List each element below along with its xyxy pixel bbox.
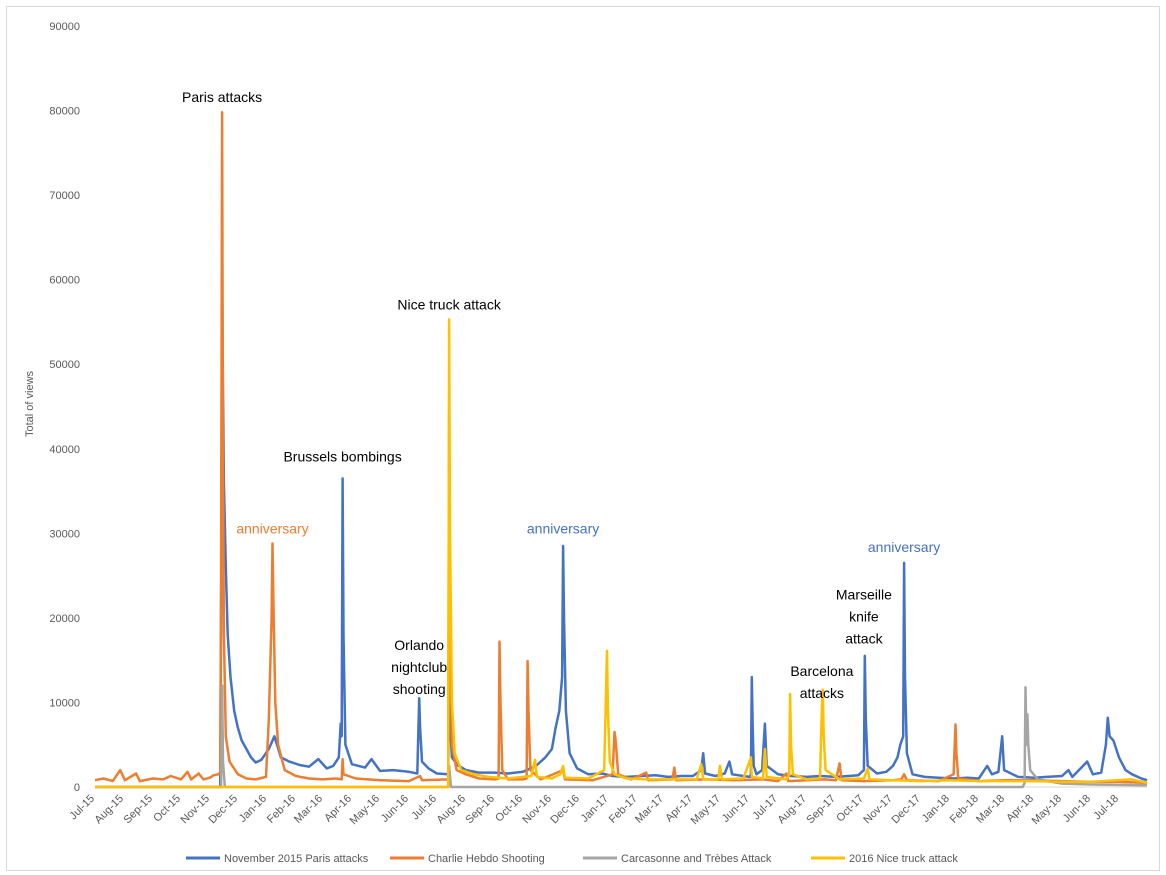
x-axis-ticks: Jul-15Aug-15Sep-15Oct-15Nov-15Dec-15Jan-…: [67, 793, 1121, 827]
series-line: [94, 110, 1148, 785]
annotation-line: Barcelona: [790, 663, 853, 679]
legend-label: 2016 Nice truck attack: [849, 853, 958, 865]
annotation-line: knife: [849, 608, 879, 624]
y-tick-label: 0: [74, 782, 80, 794]
x-tick-label: Feb-17: [607, 793, 640, 826]
annotation-line: anniversary: [236, 520, 308, 536]
x-tick-label: Aug-17: [775, 793, 809, 827]
chart-annotation: anniversary: [527, 520, 599, 536]
x-tick-label: Jan-16: [237, 793, 269, 825]
x-tick-label: Dec-17: [889, 793, 923, 827]
y-axis-label: Total of views: [24, 370, 36, 437]
y-tick-label: 70000: [49, 190, 80, 202]
x-tick-label: Oct-16: [493, 793, 525, 825]
annotation-line: shooting: [393, 681, 446, 697]
x-tick-label: Jun-17: [720, 793, 752, 825]
y-tick-label: 30000: [49, 528, 80, 540]
y-tick-label: 10000: [49, 697, 80, 709]
x-tick-label: Nov-15: [178, 793, 212, 827]
x-tick-label: Jan-17: [579, 793, 611, 825]
x-tick-label: Nov-16: [520, 793, 554, 827]
x-tick-label: Mar-17: [633, 793, 666, 826]
annotation-line: attacks: [800, 685, 844, 701]
annotation-line: anniversary: [527, 520, 599, 536]
chart-annotation: Nice truck attack: [397, 296, 501, 312]
x-tick-label: Jan-18: [920, 793, 952, 825]
y-tick-label: 90000: [49, 21, 80, 33]
x-tick-label: Sep-17: [804, 793, 838, 827]
x-tick-label: Aug-15: [93, 793, 127, 827]
annotation-line: Paris attacks: [182, 89, 262, 105]
y-tick-label: 40000: [49, 444, 80, 456]
y-tick-label: 50000: [49, 359, 80, 371]
chart-annotation: anniversary: [236, 520, 308, 536]
x-tick-label: Mar-16: [292, 793, 325, 826]
series-line: [95, 274, 1148, 789]
x-tick-label: Jul-18: [1091, 793, 1121, 823]
chart-annotation: Barcelona attacks: [790, 663, 853, 701]
x-tick-label: May-18: [1030, 793, 1064, 827]
x-tick-label: Feb-18: [948, 793, 981, 826]
annotation-line: Nice truck attack: [397, 296, 501, 312]
y-tick-label: 60000: [49, 275, 80, 287]
annotation-line: anniversary: [868, 539, 940, 555]
chart-annotation: Paris attacks: [182, 89, 262, 105]
annotations: Paris attacks anniversary Brussels bombing…: [182, 89, 940, 701]
chart-annotation: Orlando nightclub shooting: [391, 637, 447, 697]
annotation-line: Brussels bombings: [283, 448, 401, 464]
x-tick-label: Dec-16: [548, 793, 582, 827]
annotation-line: nightclub: [391, 659, 447, 675]
x-tick-label: Oct-17: [834, 793, 866, 825]
x-tick-label: Mar-18: [974, 793, 1007, 826]
series-lines: [94, 110, 1148, 789]
x-tick-label: Jun-18: [1061, 793, 1093, 825]
annotation-line: attack: [845, 630, 883, 646]
x-tick-label: Dec-15: [207, 793, 241, 827]
x-tick-label: May-16: [348, 793, 382, 827]
legend: November 2015 Paris attacks Charlie Hebdo…: [186, 853, 958, 865]
x-tick-label: Oct-15: [151, 793, 183, 825]
y-tick-label: 20000: [49, 613, 80, 625]
chart-annotation: Brussels bombings: [283, 448, 401, 464]
x-tick-label: Jun-16: [379, 793, 411, 825]
y-tick-label: 80000: [49, 106, 80, 118]
x-tick-label: Sep-15: [121, 793, 155, 827]
legend-label: Charlie Hebdo Shooting: [428, 853, 545, 865]
x-tick-label: Aug-16: [434, 793, 468, 827]
series-line: [95, 318, 1148, 789]
x-tick-label: Nov-17: [861, 793, 895, 827]
x-tick-label: May-17: [689, 793, 723, 827]
chart-annotation: Marseille knife attack: [836, 586, 892, 646]
legend-label: Carcasonne and Trèbes Attack: [621, 853, 772, 865]
annotation-line: Orlando: [394, 637, 444, 653]
x-tick-label: Feb-16: [265, 793, 298, 826]
x-tick-label: Sep-16: [463, 793, 497, 827]
chart-annotation: anniversary: [868, 539, 940, 555]
y-axis-ticks: 0 10000 20000 30000 40000 50000 60000 70000 8000…: [49, 21, 80, 794]
legend-label: November 2015 Paris attacks: [224, 853, 369, 865]
annotation-line: Marseille: [836, 586, 892, 602]
series-line: [95, 684, 1148, 789]
chart-frame: [6, 6, 1160, 871]
